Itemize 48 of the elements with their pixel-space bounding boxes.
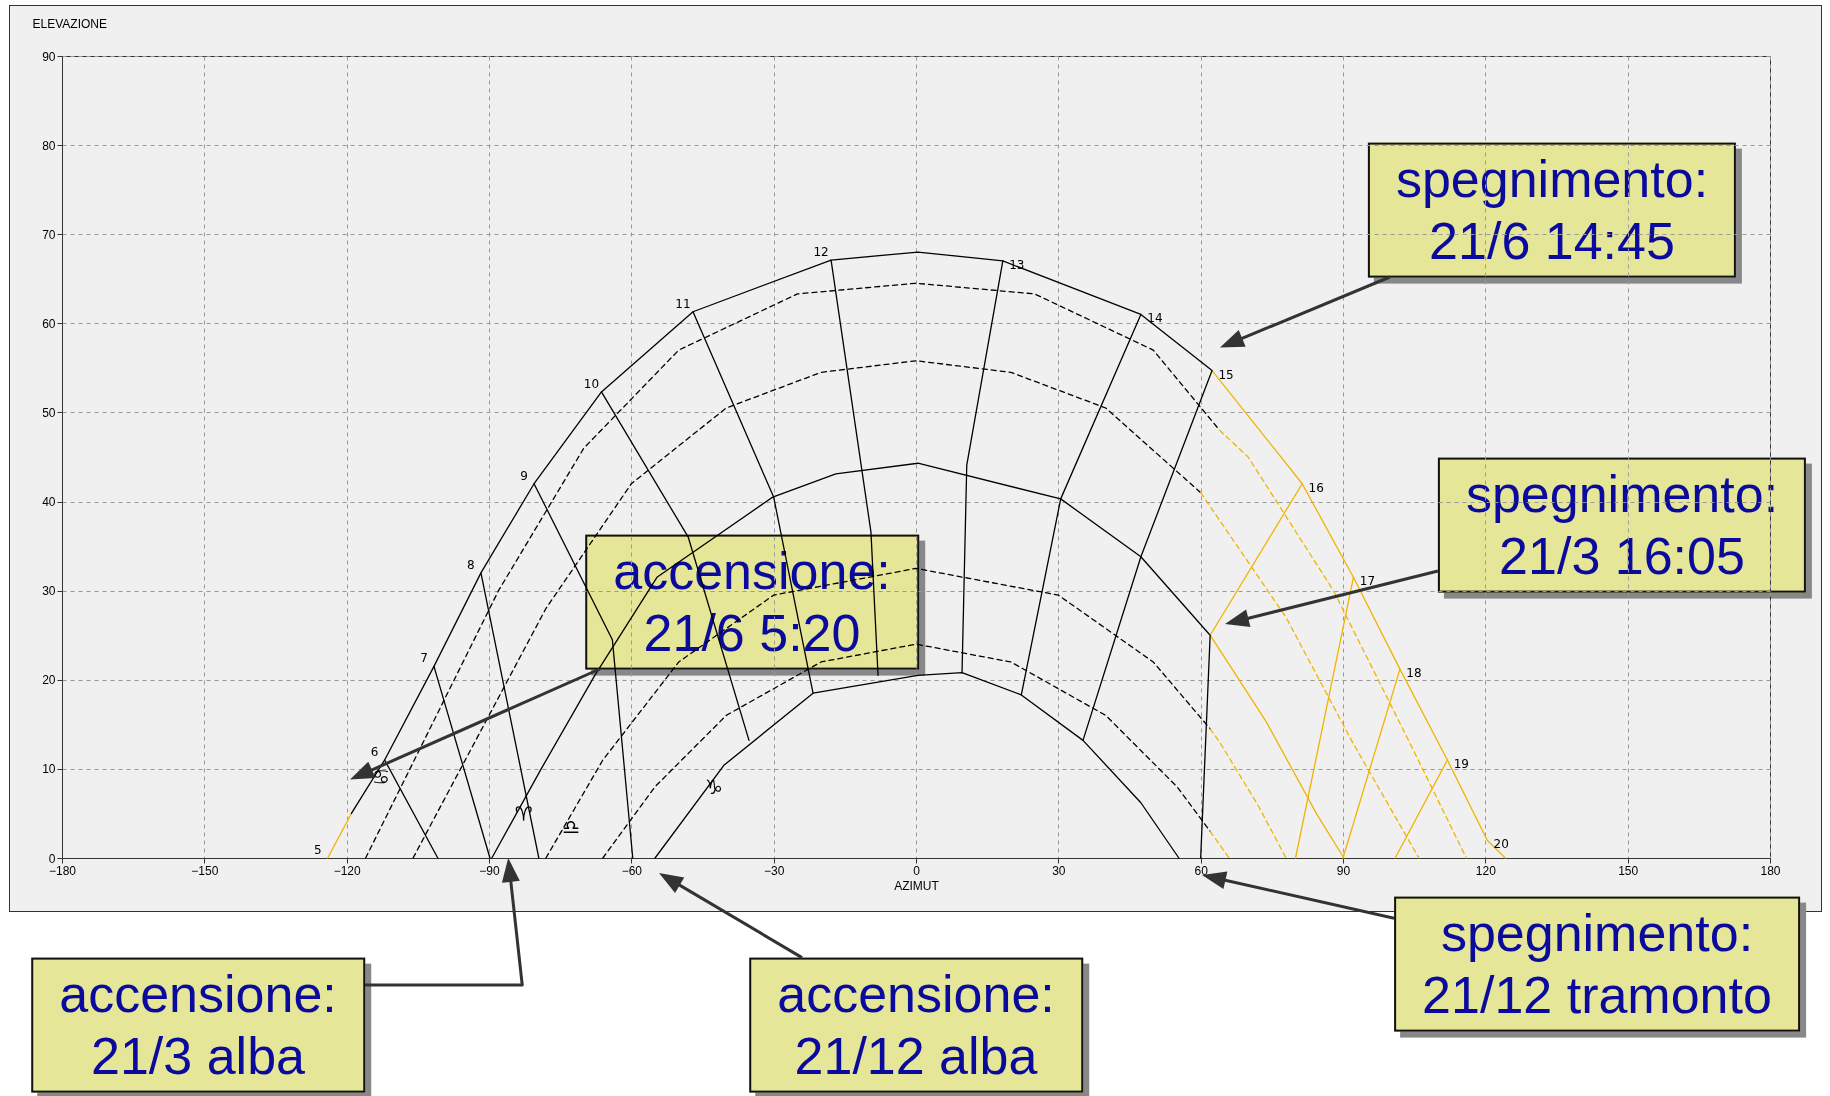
x-tick-label: −90 <box>479 863 500 878</box>
annotation: 15 <box>1218 367 1234 382</box>
annotation: ♑ <box>704 775 723 800</box>
annotation: 5 <box>313 843 322 857</box>
annotation: 20 <box>1493 837 1509 852</box>
text: accensione: 21/12 alba <box>749 957 1083 1093</box>
annotation: 14 <box>1147 311 1163 326</box>
text: spegnimento: 21/12 tramonto <box>1394 896 1800 1032</box>
x-axis-title: AZIMUT <box>894 878 940 893</box>
y-tick-label: 60 <box>42 316 56 331</box>
annotation: ♎ <box>562 815 581 840</box>
x-tick-label: −150 <box>191 863 219 878</box>
x-tick-label: 120 <box>1475 863 1497 878</box>
text: accensione: 21/3 alba <box>31 957 365 1093</box>
y-tick-label: 10 <box>42 762 56 777</box>
annotation: 12 <box>813 245 829 260</box>
y-tick-label: 0 <box>48 851 56 866</box>
x-tick-label: −60 <box>621 863 643 878</box>
y-tick-label: 20 <box>42 673 56 688</box>
annotation: 18 <box>1406 666 1422 681</box>
annotation: 7 <box>420 651 428 666</box>
x-tick-label: −120 <box>333 863 362 878</box>
y-axis-title: ELEVAZIONE <box>32 16 107 31</box>
annotation: spegnimento: 21/3 16:05 <box>1437 457 1807 593</box>
annotation: spegnimento: 21/6 14:45 <box>1367 142 1737 278</box>
annotation: 10 <box>583 376 600 391</box>
x-tick-label: 60 <box>1194 863 1209 878</box>
annotation: 16 <box>1308 480 1324 495</box>
annotation: 6 <box>370 744 379 759</box>
y-tick-label: 70 <box>42 227 56 242</box>
annotation: 11 <box>675 296 691 311</box>
annotation: ♋ <box>371 765 390 790</box>
annotation: 19 <box>1453 756 1470 771</box>
x-tick-label: −180 <box>48 863 77 878</box>
x-tick-label: 180 <box>1760 863 1781 878</box>
x-tick-label: 90 <box>1336 863 1351 878</box>
annotation: 9 <box>520 468 528 483</box>
y-tick-label: 80 <box>42 138 56 153</box>
y-tick-label: 50 <box>42 405 56 420</box>
x-tick-label: 0 <box>913 863 921 878</box>
x-tick-label: 150 <box>1618 863 1639 878</box>
annotation: 17 <box>1359 574 1376 589</box>
annotation: 8 <box>467 557 475 572</box>
x-tick-label: −30 <box>763 863 785 878</box>
y-tick-label: 30 <box>42 584 56 599</box>
y-tick-label: 90 <box>42 49 56 64</box>
x-tick-label: 30 <box>1052 863 1066 878</box>
y-tick-label: 40 <box>42 495 56 510</box>
